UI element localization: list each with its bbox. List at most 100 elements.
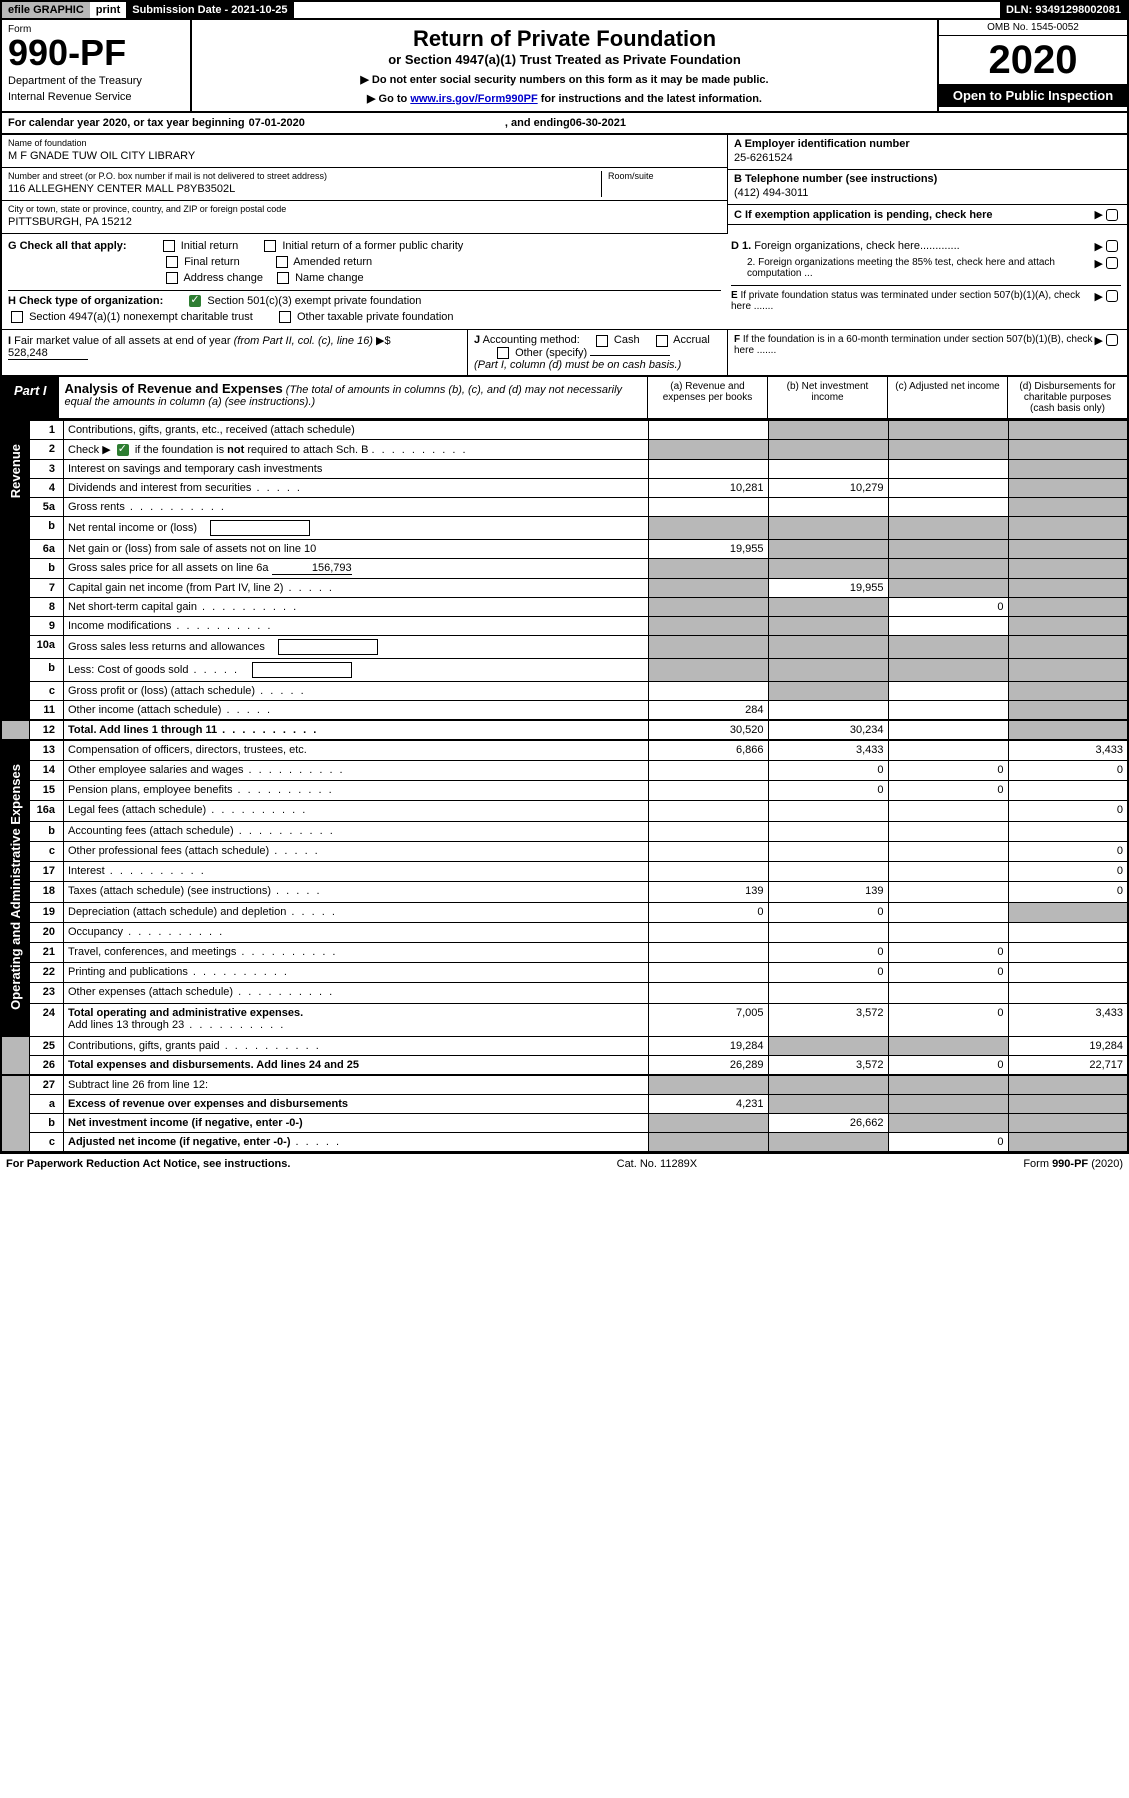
table-row: 27Subtract line 26 from line 12: <box>1 1075 1128 1095</box>
f-checkbox[interactable] <box>1106 334 1118 346</box>
row-desc: Other expenses (attach schedule) <box>64 983 649 1003</box>
final-return-check[interactable] <box>166 256 178 268</box>
top-bar: efile GRAPHIC print Submission Date - 20… <box>0 0 1129 20</box>
row-desc: Other employee salaries and wages <box>64 761 649 781</box>
instr-goto-prefix: ▶ Go to <box>367 93 410 105</box>
cell-val: 10,281 <box>648 478 768 497</box>
table-row: cAdjusted net income (if negative, enter… <box>1 1132 1128 1152</box>
cell-val: 3,433 <box>1008 740 1128 761</box>
row-num: 24 <box>30 1003 64 1036</box>
gross-sales-inline: 156,793 <box>272 562 352 575</box>
row-desc: Check ▶ if the foundation is not require… <box>64 439 649 459</box>
gap-cell <box>1 1036 30 1075</box>
d1-checkbox[interactable] <box>1106 240 1118 252</box>
amended-check[interactable] <box>276 256 288 268</box>
table-row: cGross profit or (loss) (attach schedule… <box>1 681 1128 700</box>
table-row: 15Pension plans, employee benefits00 <box>1 781 1128 801</box>
cell-val: 0 <box>888 597 1008 616</box>
cell-val: 0 <box>1008 761 1128 781</box>
row-desc: Printing and publications <box>64 963 649 983</box>
footer-right: Form 990-PF (2020) <box>1023 1158 1123 1170</box>
row-desc: Net gain or (loss) from sale of assets n… <box>64 539 649 558</box>
row-desc: Capital gain net income (from Part IV, l… <box>64 578 649 597</box>
table-row: cOther professional fees (attach schedul… <box>1 841 1128 861</box>
table-row: 20Occupancy <box>1 922 1128 942</box>
checks-section: G Check all that apply: Initial return I… <box>0 234 1129 330</box>
d1-label: D 1. Foreign organizations, check here..… <box>731 240 1095 253</box>
addr-block: Number and street (or P.O. box number if… <box>8 171 601 197</box>
fmv-value: 528,248 <box>8 347 88 360</box>
d1-row: D 1. Foreign organizations, check here..… <box>731 238 1121 255</box>
row-desc: Adjusted net income (if negative, enter … <box>64 1132 649 1152</box>
row-desc: Other income (attach schedule) <box>64 700 649 720</box>
city-label: City or town, state or province, country… <box>8 204 721 214</box>
name-change-check[interactable] <box>277 272 289 284</box>
row-num: 6a <box>30 539 64 558</box>
table-row: 4Dividends and interest from securities1… <box>1 478 1128 497</box>
address-change-check[interactable] <box>166 272 178 284</box>
row-num: 5a <box>30 497 64 516</box>
ein-cell: A Employer identification number 25-6261… <box>728 135 1127 170</box>
header-center: Return of Private Foundation or Section … <box>192 20 937 111</box>
row-num: 4 <box>30 478 64 497</box>
form-url-link[interactable]: www.irs.gov/Form990PF <box>410 93 537 105</box>
row-num: 1 <box>30 420 64 439</box>
initial-public-check[interactable] <box>264 240 276 252</box>
h-label: H Check type of organization: <box>8 295 163 307</box>
row-num: 12 <box>30 720 64 740</box>
initial-return-check[interactable] <box>163 240 175 252</box>
inline-amount-box <box>210 520 310 536</box>
h-opt2: Section 4947(a)(1) nonexempt charitable … <box>29 311 253 323</box>
table-row: 17Interest0 <box>1 862 1128 882</box>
j-other: Other (specify) <box>515 347 587 359</box>
row-num: 27 <box>30 1075 64 1095</box>
table-row: 16aLegal fees (attach schedule)0 <box>1 801 1128 821</box>
c-checkbox[interactable] <box>1106 209 1118 221</box>
g-opt-initial: Initial return <box>181 240 238 252</box>
other-taxable-check[interactable] <box>279 311 291 323</box>
row-desc: Occupancy <box>64 922 649 942</box>
sch-b-check[interactable] <box>117 444 129 456</box>
501c3-check[interactable] <box>189 295 201 307</box>
print-label[interactable]: print <box>90 2 126 18</box>
cell-val: 0 <box>888 1132 1008 1152</box>
cash-check[interactable] <box>596 335 608 347</box>
other-method-check[interactable] <box>497 347 509 359</box>
table-row: bAccounting fees (attach schedule) <box>1 821 1128 841</box>
other-specify-line <box>590 355 670 356</box>
table-row: 7Capital gain net income (from Part IV, … <box>1 578 1128 597</box>
irs-label: Internal Revenue Service <box>8 91 184 103</box>
table-row: Revenue 1Contributions, gifts, grants, e… <box>1 420 1128 439</box>
cell-val: 6,866 <box>648 740 768 761</box>
d2-checkbox[interactable] <box>1106 257 1118 269</box>
cell-val: 0 <box>1008 841 1128 861</box>
row-num: 8 <box>30 597 64 616</box>
cell-val: 4,231 <box>648 1094 768 1113</box>
row-num: 2 <box>30 439 64 459</box>
g-label: G Check all that apply: <box>8 240 127 252</box>
cell-val: 0 <box>1008 882 1128 902</box>
g-opt-public: Initial return of a former public charit… <box>282 240 463 252</box>
cell-val: 22,717 <box>1008 1055 1128 1075</box>
row-num: 14 <box>30 761 64 781</box>
table-row: 22Printing and publications00 <box>1 963 1128 983</box>
inline-amount-box <box>252 662 352 678</box>
cell-val: 3,572 <box>768 1055 888 1075</box>
row-desc: Less: Cost of goods sold <box>64 658 649 681</box>
foundation-name: M F GNADE TUW OIL CITY LIBRARY <box>8 148 721 164</box>
e-checkbox[interactable] <box>1106 290 1118 302</box>
i-cell: I Fair market value of all assets at end… <box>2 330 467 374</box>
ein-value: 25-6261524 <box>734 150 1121 166</box>
row-desc: Contributions, gifts, grants paid <box>64 1036 649 1055</box>
row-desc: Income modifications <box>64 616 649 635</box>
arrow-icon: ▶ <box>1095 208 1103 221</box>
cell-val: 7,005 <box>648 1003 768 1036</box>
phone-cell: B Telephone number (see instructions) (4… <box>728 170 1127 205</box>
cell-val: 0 <box>768 963 888 983</box>
h-opt3: Other taxable private foundation <box>297 311 454 323</box>
row-desc: Net short-term capital gain <box>64 597 649 616</box>
accrual-check[interactable] <box>656 335 668 347</box>
row-num: c <box>30 681 64 700</box>
4947-check[interactable] <box>11 311 23 323</box>
cell-val: 0 <box>888 1055 1008 1075</box>
